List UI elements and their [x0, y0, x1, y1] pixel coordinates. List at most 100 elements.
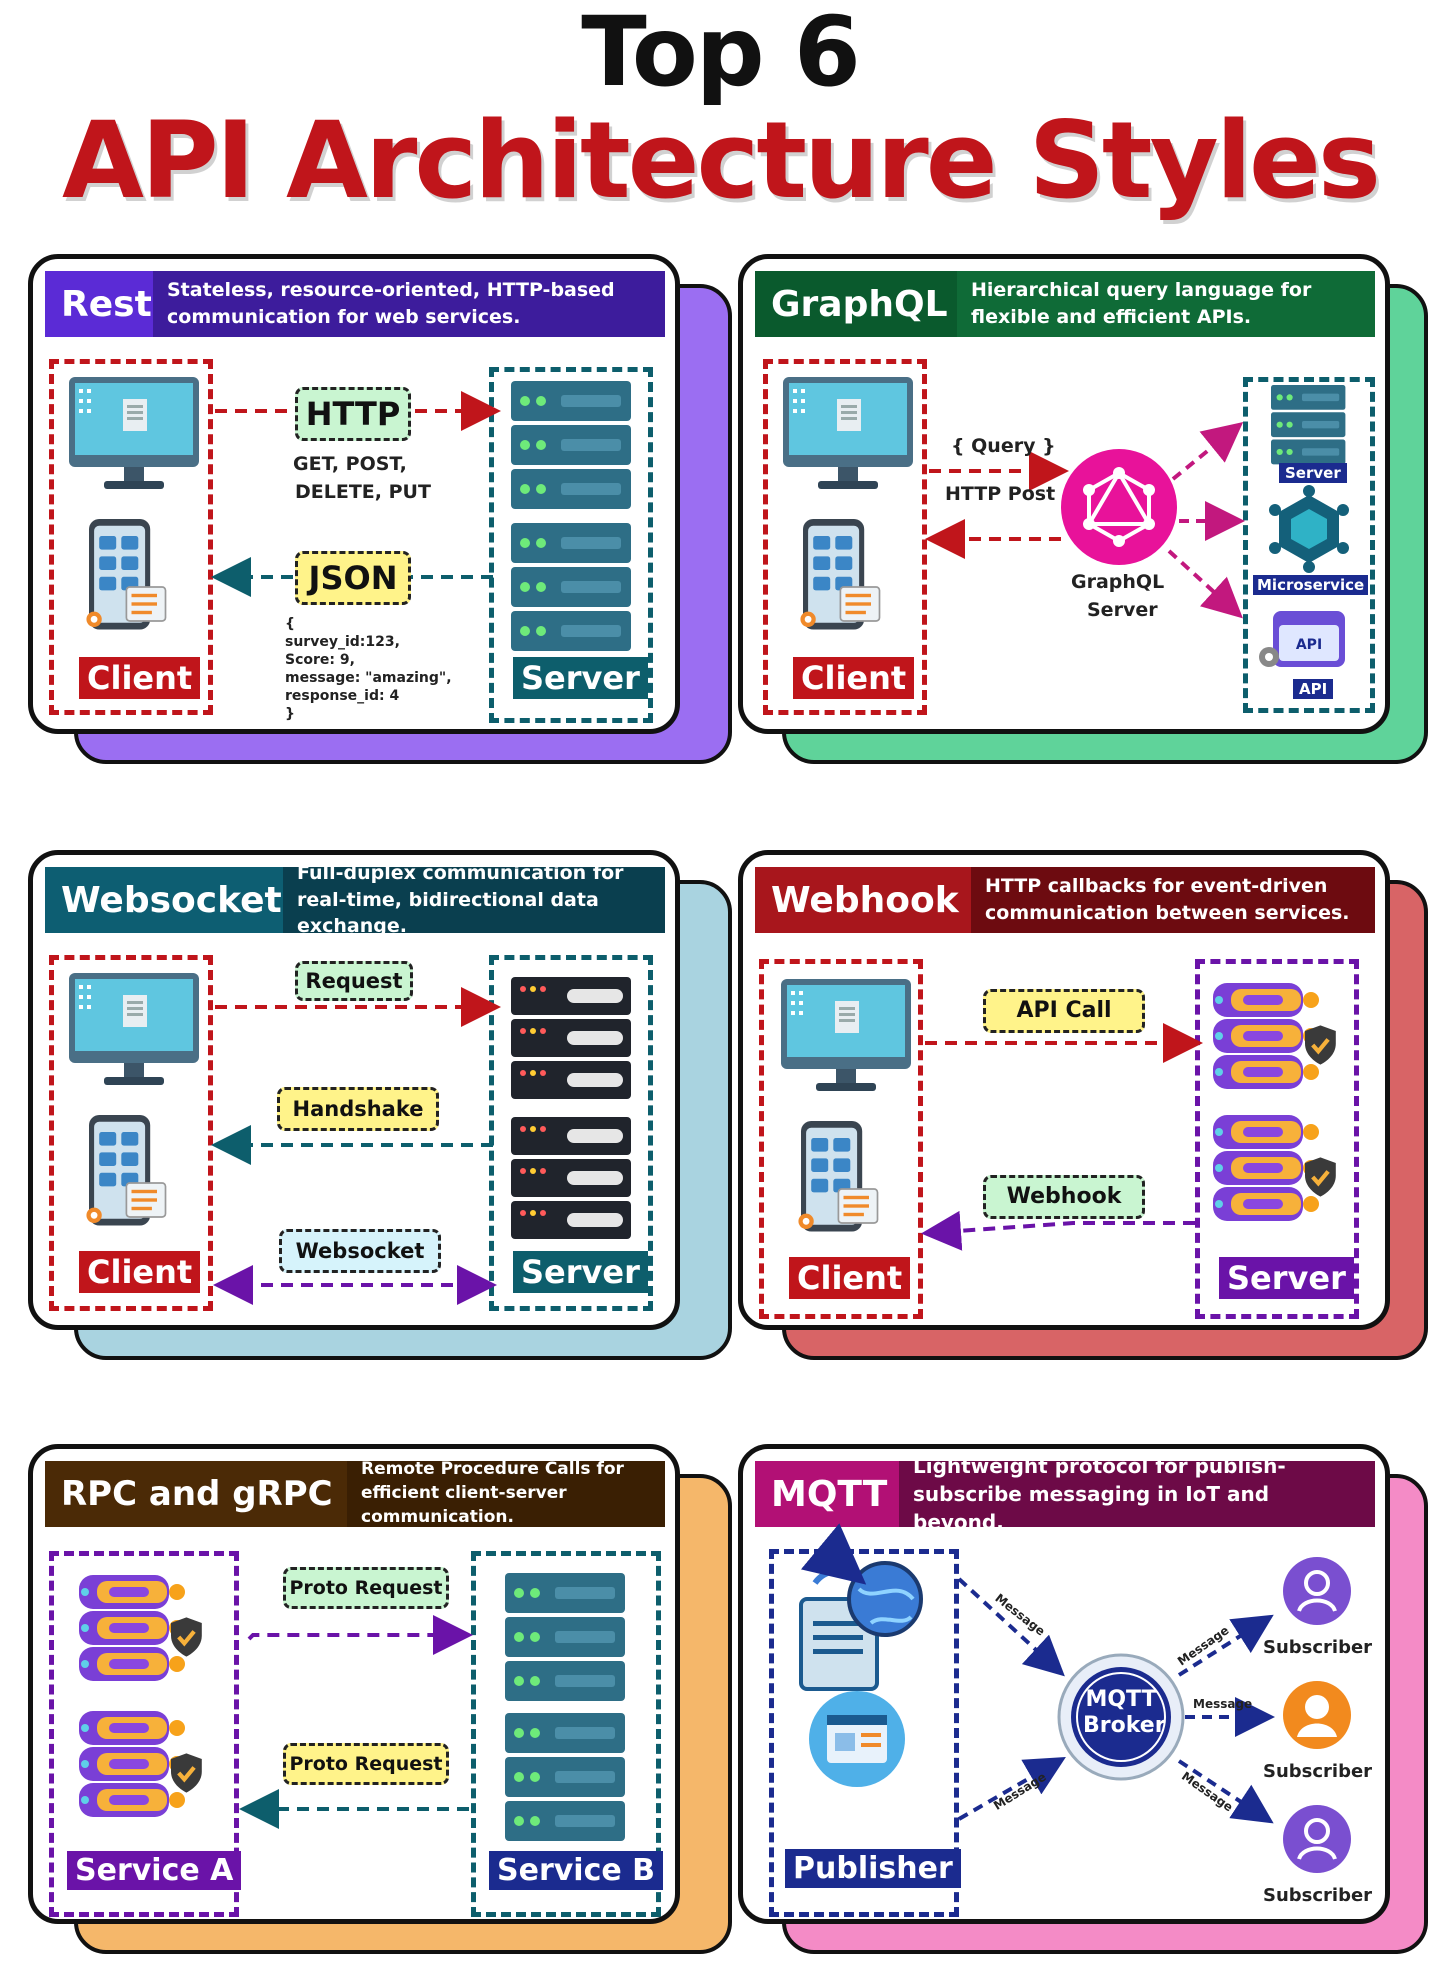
webhook-title: Webhook [755, 867, 971, 933]
monitor-icon [69, 973, 199, 1085]
graphql-server-line1: GraphQL [1071, 571, 1165, 593]
json-line: response_id: 4 [285, 688, 400, 704]
phone-icon [85, 518, 167, 631]
rest-client-label: Client [79, 657, 201, 699]
webhook-diagram [781, 979, 1390, 1251]
rest-http-pill: HTTP [295, 387, 411, 441]
phone-icon [799, 518, 881, 631]
graphql-description: Hierarchical query language for flexible… [957, 271, 1375, 337]
shield-icon [1305, 1025, 1336, 1064]
webhook-card: Webhook HTTP callbacks for event-driven … [738, 850, 1428, 1360]
subscriber-icon-3 [1281, 1803, 1353, 1875]
rest-panel: Rest Stateless, resource-oriented, HTTP-… [28, 254, 680, 734]
graphql-card: GraphQL Hierarchical query language for … [738, 254, 1428, 764]
rpc-service-a-box [49, 1551, 239, 1917]
rest-title: Rest [45, 271, 153, 337]
mqtt-subscriber-label-1: Subscriber [1263, 1637, 1373, 1658]
webhook-panel: Webhook HTTP callbacks for event-driven … [738, 850, 1390, 1330]
json-line: Score: 9, [285, 652, 355, 668]
rpc-panel: RPC and gRPC Remote Procedure Calls for … [28, 1444, 680, 1924]
websocket-websocket-pill: Websocket [279, 1229, 441, 1273]
mqtt-publisher-label: Publisher [785, 1849, 961, 1888]
monitor-icon [781, 979, 911, 1091]
webhook-server-box [1195, 959, 1359, 1319]
websocket-client-box [49, 955, 213, 1311]
mqtt-subscriber-label-3: Subscriber [1263, 1885, 1373, 1906]
rest-json-sample: { survey_id:123, Score: 9, message: "ama… [285, 615, 452, 723]
rest-diagram [69, 377, 631, 651]
server-rack-icon-2 [511, 1117, 631, 1239]
graphql-server-icon [1061, 449, 1177, 565]
rpc-diagram [79, 1573, 625, 1841]
shield-icon [171, 1617, 202, 1656]
graphql-header: GraphQL Hierarchical query language for … [755, 271, 1375, 337]
server-rack-icon [511, 977, 631, 1099]
rpc-service-b-label: Service B [489, 1851, 664, 1890]
monitor-icon [69, 377, 199, 489]
mqtt-message-label-4: Message [1193, 1697, 1253, 1711]
mqtt-publish-arrow-1 [957, 1577, 1065, 1677]
rest-description: Stateless, resource-oriented, HTTP-based… [153, 271, 665, 337]
json-line: message: "amazing", [285, 670, 452, 686]
rest-server-box [489, 367, 653, 723]
websocket-server-label: Server [513, 1251, 648, 1293]
service-b-rack-icon [505, 1573, 625, 1701]
globe-document-icon [799, 1523, 923, 1691]
websocket-handshake-pill: Handshake [277, 1087, 439, 1131]
server-rack-icon-2 [511, 523, 631, 651]
graphql-diagram: API [783, 377, 1349, 667]
api-icon: API [1259, 611, 1345, 667]
browser-icon [809, 1691, 905, 1787]
graphql-query-text: { Query } [951, 435, 1056, 457]
rpc-proto-request-pill-2: Proto Request [283, 1743, 449, 1785]
service-b-rack-icon-2 [505, 1713, 625, 1841]
subscriber-icon-1 [1281, 1555, 1353, 1627]
phone-icon [85, 1114, 167, 1227]
mqtt-subscriber-label-2: Subscriber [1263, 1761, 1373, 1782]
mqtt-subscribe-arrow-1 [1177, 1614, 1274, 1677]
graphql-targets-box [1243, 377, 1375, 713]
mqtt-card: MQTT Lightweight protocol for publish-su… [738, 1444, 1428, 1954]
graphql-target-api: API [1293, 679, 1334, 699]
json-line: } [285, 706, 295, 722]
mqtt-broker-label-line1: MQTT [1085, 1687, 1157, 1712]
rpc-title: RPC and gRPC [45, 1461, 347, 1527]
phone-icon [797, 1120, 879, 1233]
server-rack-icon-2 [1213, 1115, 1336, 1221]
mqtt-publish-arrow-2 [957, 1756, 1066, 1821]
rpc-service-a-label: Service A [67, 1851, 242, 1890]
webhook-client-box [759, 959, 923, 1319]
webhook-description: HTTP callbacks for event-driven communic… [971, 867, 1375, 933]
rpc-card: RPC and gRPC Remote Procedure Calls for … [28, 1444, 732, 1954]
rpc-request-arrow [247, 1615, 473, 1655]
rest-client-box [49, 359, 213, 715]
server-rack-icon [1271, 385, 1346, 465]
mqtt-subscribe-arrow-3 [1177, 1759, 1274, 1824]
mqtt-diagram [799, 1523, 1353, 1875]
service-a-rack-icon-2 [79, 1711, 202, 1817]
graphql-client-box [763, 359, 927, 715]
mqtt-broker-icon [1057, 1653, 1185, 1781]
graphql-to-api-arrow [1167, 549, 1243, 619]
api-icon-text: API [1296, 637, 1322, 653]
rest-card: Rest Stateless, resource-oriented, HTTP-… [28, 254, 732, 764]
websocket-panel: Websocket Full-duplex communication for … [28, 850, 680, 1330]
rest-methods-line1: GET, POST, [293, 453, 407, 475]
shield-icon [1305, 1157, 1336, 1196]
monitor-icon [783, 377, 913, 489]
webhook-header: Webhook HTTP callbacks for event-driven … [755, 867, 1375, 933]
graphql-post-text: HTTP Post [945, 483, 1056, 505]
mqtt-title: MQTT [755, 1461, 899, 1527]
server-rack-icon [511, 381, 631, 509]
rpc-header: RPC and gRPC Remote Procedure Calls for … [45, 1459, 665, 1527]
websocket-server-box [489, 955, 653, 1311]
json-line: survey_id:123, [285, 634, 400, 650]
rest-server-label: Server [513, 657, 648, 699]
graphql-to-server-arrow [1171, 421, 1244, 481]
mqtt-broker-label-line2: Broker [1083, 1713, 1166, 1738]
websocket-header: Websocket Full-duplex communication for … [45, 862, 665, 937]
websocket-description: Full-duplex communication for real-time,… [283, 862, 665, 937]
graphql-target-server: Server [1279, 463, 1347, 483]
rpc-description: Remote Procedure Calls for efficient cli… [347, 1459, 665, 1527]
webhook-webhook-pill: Webhook [983, 1175, 1145, 1219]
